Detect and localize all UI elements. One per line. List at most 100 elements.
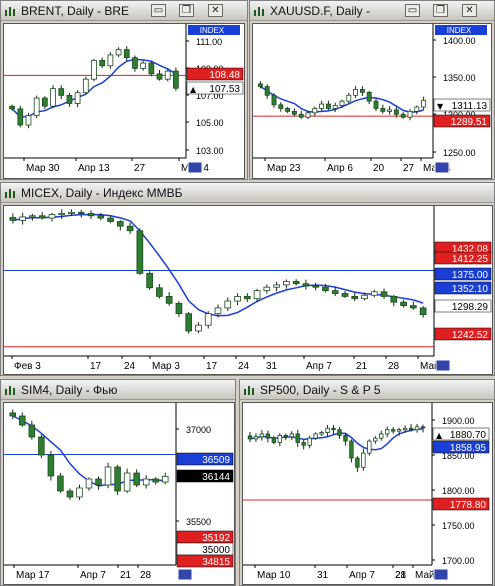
xauusd-window: XAUUSD.F, Daily - ▭ ❐ ✕ INDEX 1400.00 1350… (249, 0, 495, 180)
price-label-box (176, 452, 234, 466)
y-tick-label: 1900.00 (442, 416, 475, 426)
candle (38, 436, 45, 456)
candle (295, 433, 300, 443)
candle (380, 291, 388, 297)
sp500-title-bar[interactable]: SP500, Daily - S & P 5 (240, 380, 494, 400)
candle (152, 478, 159, 483)
y-tick-label: 103.00 (196, 146, 224, 156)
candle (175, 302, 183, 315)
y-tick-label: 107.00 (196, 91, 224, 101)
candle (68, 211, 75, 214)
x-tick-label: 28 (395, 570, 407, 581)
candle (273, 284, 280, 288)
candle (140, 62, 147, 69)
candle (85, 478, 93, 489)
close-button[interactable]: ✕ (462, 4, 477, 17)
chart-window-icon (244, 386, 254, 395)
minimize-button[interactable]: ▭ (405, 4, 420, 17)
candle (331, 427, 336, 431)
candle (419, 307, 427, 316)
candle (224, 300, 232, 309)
candle (263, 286, 271, 292)
micex-title-bar[interactable]: MICEX, Daily - Индекс ММВБ (1, 183, 494, 203)
x-tick-label: Апр 6 (327, 163, 353, 174)
price-label: 108.48 (209, 70, 240, 81)
window-title: XAUUSD.F, Daily - (270, 4, 371, 18)
candle (367, 440, 372, 454)
price-label: 1352.10 (452, 284, 489, 295)
candle (50, 88, 56, 107)
candle (373, 437, 378, 442)
x-tick-label: Апр 7 (349, 570, 375, 581)
candle (259, 433, 265, 438)
index-badge-label: INDEX (447, 26, 472, 35)
candle (361, 294, 368, 300)
candle (185, 313, 193, 332)
price-label-box (434, 299, 492, 313)
brent-title-bar[interactable]: BRENT, Daily - BRE ▭ ❐ ✕ (1, 1, 247, 21)
close-button[interactable]: ✕ (208, 4, 223, 17)
candle (195, 324, 202, 332)
candle (142, 478, 150, 486)
chart-scroll-button (177, 568, 193, 581)
candle (133, 472, 140, 486)
moving-average-line (12, 213, 424, 317)
candle (339, 100, 345, 106)
price-label-box (432, 427, 490, 441)
candle (387, 109, 393, 112)
sim4-chart[interactable]: 37000 35500 36509 36144 35192 35000 34815 Мар 1… (3, 402, 235, 585)
xauusd-title-bar[interactable]: XAUUSD.F, Daily - ▭ ❐ ✕ (250, 1, 494, 21)
candle (234, 296, 241, 302)
candle (366, 91, 372, 102)
candle (29, 215, 36, 218)
restore-button[interactable]: ❐ (433, 4, 448, 17)
brent-chart[interactable]: INDEX111.00109.00107.00105.00103.00108.4… (3, 23, 245, 179)
candle (400, 301, 407, 307)
chart-window-icon (5, 386, 15, 395)
sp500-chart[interactable]: 1900.00 1850.00 1800.00 1750.00 1700.00 ▲ 1880… (242, 402, 493, 585)
micex-chart[interactable]: 1432.08 1412.25 1375.00 1352.10 1298.29 1242.… (3, 205, 493, 375)
y-tick-label: 1750.00 (442, 521, 475, 531)
y-tick-label: 1250.00 (443, 148, 476, 158)
candle (76, 487, 83, 498)
price-label: 1298.29 (452, 302, 489, 313)
candle (82, 78, 89, 94)
x-tick-label: 21 (356, 361, 368, 372)
candle (325, 427, 330, 433)
moving-average-line (259, 85, 424, 113)
index-badge (435, 25, 487, 35)
candle (19, 216, 26, 221)
candle (301, 442, 306, 446)
candle (312, 108, 318, 114)
candle (19, 415, 26, 426)
minimize-button[interactable]: ▭ (151, 4, 166, 17)
candle (173, 70, 179, 89)
candle (115, 49, 122, 56)
candle (253, 290, 261, 300)
price-label: 36509 (202, 455, 230, 466)
price-label: 34815 (202, 557, 230, 568)
candle (204, 313, 212, 326)
xauusd-chart[interactable]: INDEX1400.001350.001300.001250.00▼1311.1… (252, 23, 492, 179)
restore-button[interactable]: ❐ (179, 4, 194, 17)
sim4-title-bar[interactable]: SIM4, Daily - Фью (1, 380, 235, 400)
window-title: SIM4, Daily - Фью (21, 383, 118, 397)
chart-window-icon (5, 7, 15, 16)
candle (257, 83, 263, 87)
candle (319, 432, 324, 435)
index-badge-label: INDEX (200, 26, 225, 35)
candle (38, 215, 46, 219)
candle (48, 214, 56, 219)
price-label: 35192 (202, 533, 230, 544)
x-tick-label: 17 (206, 361, 218, 372)
x-tick-label: 28 (140, 570, 152, 581)
price-label: 1289.51 (451, 117, 488, 128)
candle (325, 103, 331, 109)
candle (319, 103, 325, 109)
candle (414, 426, 420, 431)
candle (132, 57, 138, 69)
candle (17, 108, 24, 126)
price-arrow-icon: ▲ (436, 431, 443, 440)
candle (25, 115, 32, 126)
